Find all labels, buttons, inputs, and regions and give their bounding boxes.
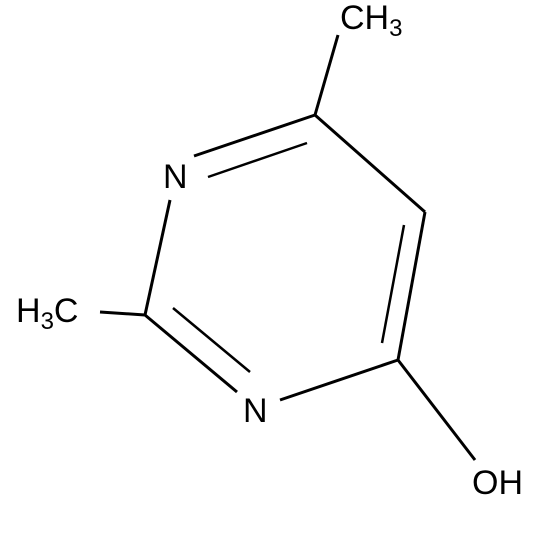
bond-c2-c3 [315, 115, 425, 212]
atom-h3c-left: H3C [16, 292, 78, 335]
bond-c2-ch3 [315, 35, 338, 115]
bond-n1-c2 [194, 115, 315, 156]
bond-c6-ch3 [100, 312, 145, 315]
bond-n1-c2-inner [208, 143, 307, 177]
bond-c4-n3 [280, 360, 398, 400]
svg-text:CH3: CH3 [340, 0, 402, 42]
bond-c3-c4-inner [382, 225, 404, 343]
atom-n1: N [163, 158, 188, 196]
atom-oh: OH [472, 464, 523, 502]
bond-n3-c6-inner [173, 308, 250, 372]
atom-ch3-top: CH3 [340, 0, 402, 42]
bond-c6-n1 [145, 200, 170, 315]
molecule-diagram: N N CH3 H3C OH [0, 0, 550, 550]
bond-n3-c6 [145, 315, 237, 392]
svg-text:H3C: H3C [16, 292, 78, 335]
bond-c4-oh [398, 360, 475, 460]
atom-n3: N [243, 392, 268, 430]
